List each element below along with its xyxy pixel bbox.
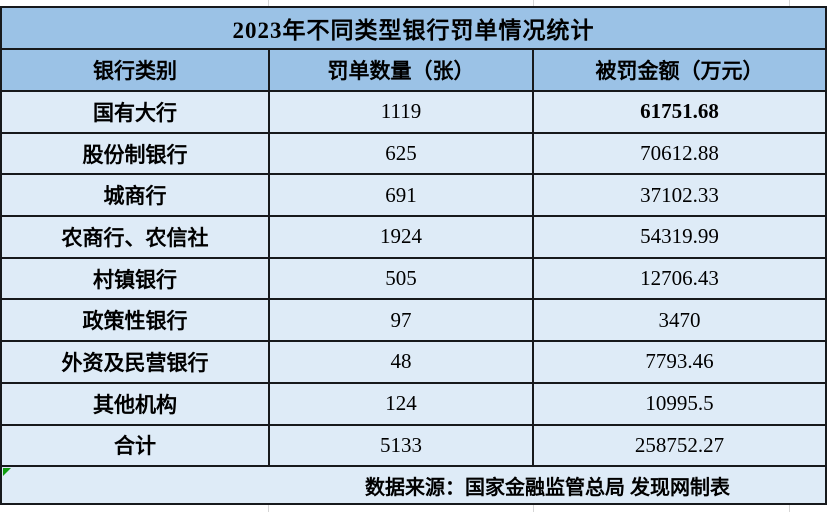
fine-amount-cell: 7793.46 xyxy=(531,340,828,384)
ticket-count-cell: 97 xyxy=(268,298,534,343)
fine-amount-cell: 61751.68 xyxy=(531,90,828,134)
bank-category-cell: 外资及民营银行 xyxy=(0,340,270,384)
ticket-count-cell: 505 xyxy=(268,256,534,301)
ticket-count-cell: 1119 xyxy=(268,90,534,134)
ticket-count-cell: 5133 xyxy=(268,423,534,468)
column-header-bank-type: 银行类别 xyxy=(0,48,270,92)
table-row: 合计 5133 258752.27 xyxy=(0,423,828,468)
column-header-ticket-count: 罚单数量（张） xyxy=(268,48,534,92)
table-title: 2023年不同类型银行罚单情况统计 xyxy=(0,6,828,50)
ticket-count-cell: 625 xyxy=(268,131,534,176)
fine-amount-cell: 12706.43 xyxy=(531,256,828,301)
gridline-stub xyxy=(789,0,790,6)
ticket-count-cell: 48 xyxy=(268,340,534,384)
table-row: 其他机构 124 10995.5 xyxy=(0,381,828,426)
source-note: 数据来源：国家金融监管总局 发现网制表 xyxy=(365,476,730,499)
table-row: 外资及民营银行 48 7793.46 xyxy=(0,340,828,384)
gridline-stub xyxy=(533,503,534,512)
gridline-stub xyxy=(789,503,790,512)
bank-category-cell: 村镇银行 xyxy=(0,256,270,301)
gridline-stub xyxy=(268,503,269,512)
fine-amount-cell: 54319.99 xyxy=(531,215,828,259)
table-row: 城商行 691 37102.33 xyxy=(0,173,828,218)
ticket-count-cell: 124 xyxy=(268,381,534,426)
ticket-count-cell: 691 xyxy=(268,173,534,218)
table-header-row: 银行类别 罚单数量（张） 被罚金额（万元） xyxy=(0,48,828,92)
fine-amount-cell: 10995.5 xyxy=(531,381,828,426)
bank-category-cell: 其他机构 xyxy=(0,381,270,426)
bank-category-cell: 政策性银行 xyxy=(0,298,270,343)
table-row: 政策性银行 97 3470 xyxy=(0,298,828,343)
bank-category-cell: 股份制银行 xyxy=(0,131,270,176)
bank-category-cell: 农商行、农信社 xyxy=(0,215,270,259)
column-header-fine-amount: 被罚金额（万元） xyxy=(531,48,828,92)
fine-amount-cell: 37102.33 xyxy=(531,173,828,218)
fine-amount-cell: 70612.88 xyxy=(531,131,828,176)
ticket-count-cell: 1924 xyxy=(268,215,534,259)
gridline-stub xyxy=(533,0,534,6)
table-source-row: 数据来源：国家金融监管总局 发现网制表 xyxy=(0,465,828,506)
bank-penalty-table: 2023年不同类型银行罚单情况统计 银行类别 罚单数量（张） 被罚金额（万元） … xyxy=(0,6,828,506)
excel-flag-icon xyxy=(3,468,11,477)
bank-category-cell: 国有大行 xyxy=(0,90,270,134)
table-row: 国有大行 1119 61751.68 xyxy=(0,90,828,134)
gridline-stub xyxy=(268,0,269,6)
bank-category-cell: 城商行 xyxy=(0,173,270,218)
fine-amount-cell: 3470 xyxy=(531,298,828,343)
table-row: 股份制银行 625 70612.88 xyxy=(0,131,828,176)
bank-category-cell: 合计 xyxy=(0,423,270,468)
table-row: 农商行、农信社 1924 54319.99 xyxy=(0,215,828,259)
table-row: 村镇银行 505 12706.43 xyxy=(0,256,828,301)
table-title-row: 2023年不同类型银行罚单情况统计 xyxy=(0,6,828,50)
source-note-cell: 数据来源：国家金融监管总局 发现网制表 xyxy=(0,465,828,506)
fine-amount-cell: 258752.27 xyxy=(531,423,828,468)
